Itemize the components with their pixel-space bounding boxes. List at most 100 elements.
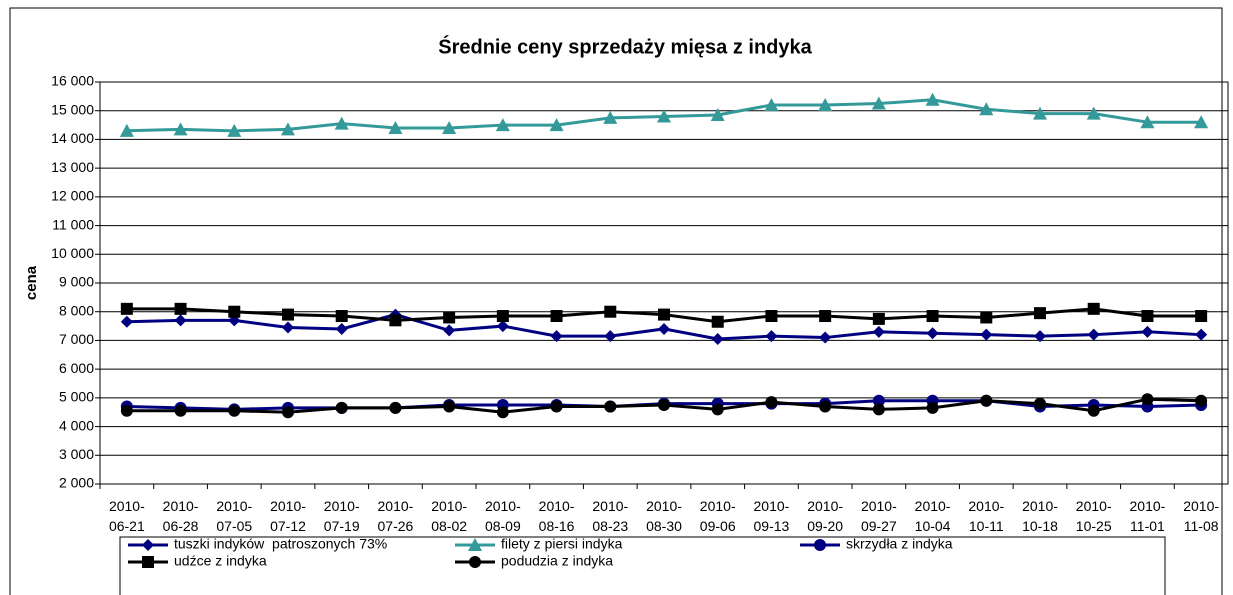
y-tick-label: 7 000 — [59, 331, 94, 347]
data-point — [1140, 115, 1155, 129]
x-tick-label: 2010-08-30 — [646, 498, 682, 534]
data-point — [120, 302, 133, 315]
data-point — [979, 102, 994, 116]
y-tick-label: 3 000 — [59, 446, 94, 462]
data-point — [819, 310, 832, 323]
x-tick-label: 2010-08-02 — [431, 498, 468, 534]
data-point — [443, 311, 456, 324]
legend-label: podudzia z indyka — [501, 553, 613, 569]
data-point — [496, 406, 509, 419]
data-point — [549, 118, 564, 132]
chart-title: Średnie ceny sprzedaży mięsa z indyka — [438, 34, 812, 58]
x-tick-label: 2010-06-28 — [162, 498, 199, 534]
y-tick-label: 13 000 — [51, 159, 94, 175]
data-point — [120, 315, 133, 328]
data-point — [335, 322, 348, 335]
data-point — [872, 325, 885, 338]
y-tick-label: 6 000 — [59, 360, 94, 376]
data-point — [926, 401, 939, 414]
data-point — [389, 401, 402, 414]
x-tick-label: 2010-09-13 — [753, 498, 790, 534]
data-point — [819, 331, 832, 344]
y-tick-label: 10 000 — [51, 245, 94, 261]
y-axis-label: cena — [23, 265, 40, 300]
data-point — [980, 311, 993, 324]
data-point — [282, 406, 294, 419]
x-tick-label: 2010-07-05 — [216, 498, 253, 534]
data-point — [550, 330, 563, 343]
x-tick-label: 2010-08-09 — [484, 498, 521, 534]
data-point — [925, 92, 940, 106]
x-tick-label: 2010-09-06 — [699, 498, 736, 534]
x-tick-label: 2010-07-26 — [377, 498, 414, 534]
data-point — [603, 110, 618, 124]
data-point — [174, 314, 187, 327]
legend-marker — [469, 556, 481, 568]
data-point — [443, 400, 456, 413]
y-tick-label: 14 000 — [51, 130, 94, 146]
data-point — [1141, 325, 1154, 338]
data-point — [872, 312, 885, 325]
legend-label: udźce z indyka — [174, 553, 267, 569]
data-point — [388, 120, 403, 134]
data-point — [871, 96, 886, 110]
data-point — [1141, 310, 1154, 323]
data-point — [711, 332, 724, 345]
data-point — [604, 305, 617, 318]
data-point — [227, 123, 242, 137]
y-tick-label: 12 000 — [51, 188, 94, 204]
x-tick-label: 2010-08-16 — [538, 498, 575, 534]
data-point — [119, 123, 134, 137]
data-point — [335, 401, 348, 414]
data-point — [1034, 330, 1046, 343]
x-tick-label: 2010-06-21 — [108, 498, 145, 534]
data-point — [658, 322, 670, 335]
data-point — [1033, 106, 1047, 120]
data-point — [550, 310, 563, 323]
data-point — [442, 120, 457, 134]
x-tick-label: 2010-09-20 — [807, 498, 844, 534]
data-point — [711, 315, 724, 328]
data-point — [174, 404, 187, 417]
x-tick-label: 2010-10-18 — [1022, 498, 1058, 534]
data-point — [1141, 393, 1154, 406]
data-point — [443, 324, 456, 337]
data-point — [228, 404, 241, 417]
data-point — [1087, 302, 1100, 315]
data-point — [173, 122, 188, 136]
legend-marker — [142, 539, 154, 551]
data-point — [1087, 404, 1100, 417]
data-point — [1194, 115, 1209, 129]
x-tick-label: 2010-11-08 — [1183, 498, 1220, 534]
data-point — [550, 400, 563, 413]
legend-marker — [814, 539, 826, 551]
x-tick-label: 2010-09-27 — [860, 498, 897, 534]
y-tick-label: 16 000 — [51, 73, 94, 89]
data-point — [334, 116, 349, 130]
data-point — [174, 302, 187, 315]
y-tick-label: 9 000 — [59, 274, 94, 290]
data-point — [765, 310, 778, 323]
data-point — [604, 400, 617, 413]
plot-area — [99, 81, 1229, 485]
data-point — [1195, 328, 1208, 341]
data-point — [1034, 307, 1046, 320]
data-point — [764, 97, 779, 111]
data-point — [658, 308, 670, 321]
data-point — [389, 314, 402, 327]
y-tick-label: 2 000 — [59, 475, 94, 491]
legend-marker — [468, 538, 482, 551]
data-point — [604, 330, 617, 343]
data-point — [495, 118, 510, 132]
data-point — [282, 321, 294, 334]
x-tick-label: 2010-10-04 — [914, 498, 951, 534]
chart-border — [9, 7, 1223, 595]
x-tick-label: 2010-07-19 — [323, 498, 360, 534]
x-tick-label: 2010-10-11 — [968, 498, 1005, 534]
data-point — [980, 328, 993, 341]
data-point — [872, 394, 885, 407]
data-point — [1086, 106, 1101, 120]
data-point — [710, 108, 725, 122]
